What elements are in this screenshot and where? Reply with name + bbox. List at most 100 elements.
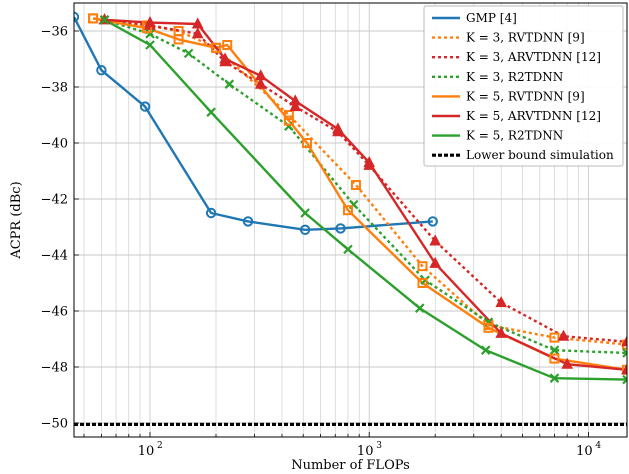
marker-stroke: [183, 48, 194, 59]
x-tick-label: 10: [138, 444, 155, 459]
data-point: [549, 345, 560, 355]
marker-stroke: [343, 244, 353, 255]
legend-label: K = 5, RVTDNN [9]: [466, 89, 585, 103]
data-point: [99, 15, 110, 25]
data-point: [350, 180, 361, 190]
data-point: [621, 335, 627, 347]
data-point: [283, 115, 294, 126]
legend-label: GMP [4]: [466, 11, 517, 25]
data-point: [483, 317, 494, 327]
data-point: [191, 27, 204, 39]
data-point: [173, 34, 184, 45]
marker-stroke: [622, 374, 627, 382]
data-point: [622, 364, 627, 375]
marker-stroke: [622, 348, 627, 355]
data-point: [283, 110, 294, 120]
data-point: [414, 303, 425, 313]
marker-stroke: [549, 345, 560, 355]
legend-label: K = 5, ARVTDNN [12]: [466, 109, 601, 123]
data-point: [495, 296, 508, 308]
data-point: [348, 199, 359, 210]
data-point: [557, 329, 570, 341]
data-point: [224, 79, 235, 89]
data-point: [343, 244, 353, 255]
y-axis-label: ACPR (dBc): [9, 181, 24, 259]
data-point: [427, 216, 438, 227]
marker-stroke: [206, 107, 216, 117]
data-point: [300, 208, 310, 218]
data-point: [622, 374, 627, 385]
data-point: [332, 122, 344, 134]
data-point: [206, 107, 216, 117]
data-point: [144, 16, 156, 28]
data-point: [289, 100, 302, 112]
data-point: [219, 52, 231, 64]
data-point: [429, 234, 442, 246]
legend-label: K = 3, RVTDNN [9]: [466, 31, 585, 45]
axis-ticks: 10 2 10 3 10 4−36−38−40−42−44−46−48−50: [41, 25, 602, 460]
series-line-0: [74, 16, 433, 232]
x-tick-exponent: 3: [376, 441, 382, 451]
y-tick-label: −38: [41, 81, 68, 96]
data-point: [363, 156, 376, 168]
data-point: [284, 121, 294, 131]
marker-stroke: [622, 378, 627, 385]
data-point: [289, 94, 302, 106]
x-tick-label: 10: [357, 444, 374, 459]
x-tick-exponent: 2: [157, 441, 163, 451]
legend-label: Lower bound simulation: [466, 148, 614, 162]
legend: GMP [4] K = 3, RVTDNN [9] K = 3, ARVTDNN […: [423, 5, 624, 167]
y-tick-label: −36: [41, 25, 68, 40]
marker-stroke: [224, 79, 235, 89]
x-axis-label: Number of FLOPs: [291, 458, 410, 473]
data-point: [549, 373, 560, 383]
data-point: [254, 77, 267, 89]
data-point: [222, 40, 233, 50]
data-point: [242, 216, 254, 227]
marker-stroke: [483, 317, 494, 327]
y-tick-label: −44: [41, 249, 68, 264]
data-point: [621, 363, 627, 375]
data-point: [483, 322, 494, 333]
marker-stroke: [414, 303, 425, 313]
data-point: [210, 42, 221, 53]
data-point: [145, 29, 155, 39]
marker-stroke: [145, 29, 155, 39]
marker-stroke: [480, 345, 491, 355]
y-tick-label: −50: [41, 417, 68, 432]
data-point: [145, 40, 155, 50]
x-tick-exponent: 4: [595, 441, 601, 451]
legend-label: K = 3, R2TDNN: [466, 70, 563, 84]
legend-box: [423, 5, 624, 167]
series-line-5: [104, 18, 627, 371]
y-tick-label: −42: [41, 193, 68, 208]
marker-stroke: [549, 373, 560, 383]
y-tick-label: −46: [41, 305, 68, 320]
data-point: [549, 332, 560, 343]
data-point: [429, 256, 442, 268]
marker-stroke: [284, 121, 294, 131]
data-point: [335, 223, 346, 234]
marker-stroke: [420, 275, 430, 285]
marker-stroke: [99, 15, 110, 25]
data-point: [96, 65, 107, 76]
plot-markers: [74, 11, 627, 385]
marker-stroke: [622, 351, 627, 358]
y-tick-label: −40: [41, 137, 68, 152]
data-point: [480, 345, 491, 355]
plot-frame: [73, 2, 628, 438]
data-point: [561, 357, 573, 369]
data-point: [191, 17, 204, 29]
series-line-2: [104, 18, 627, 343]
legend-label: K = 3, ARVTDNN [12]: [466, 50, 601, 64]
data-point: [420, 275, 430, 285]
data-point: [139, 101, 151, 112]
x-tick-label: 10: [576, 444, 593, 459]
legend-label: K = 5, R2TDNN: [466, 129, 563, 143]
data-point: [254, 69, 267, 81]
marker-stroke: [300, 208, 310, 218]
y-tick-label: −48: [41, 361, 68, 376]
data-point: [549, 353, 560, 364]
data-point: [301, 138, 312, 148]
